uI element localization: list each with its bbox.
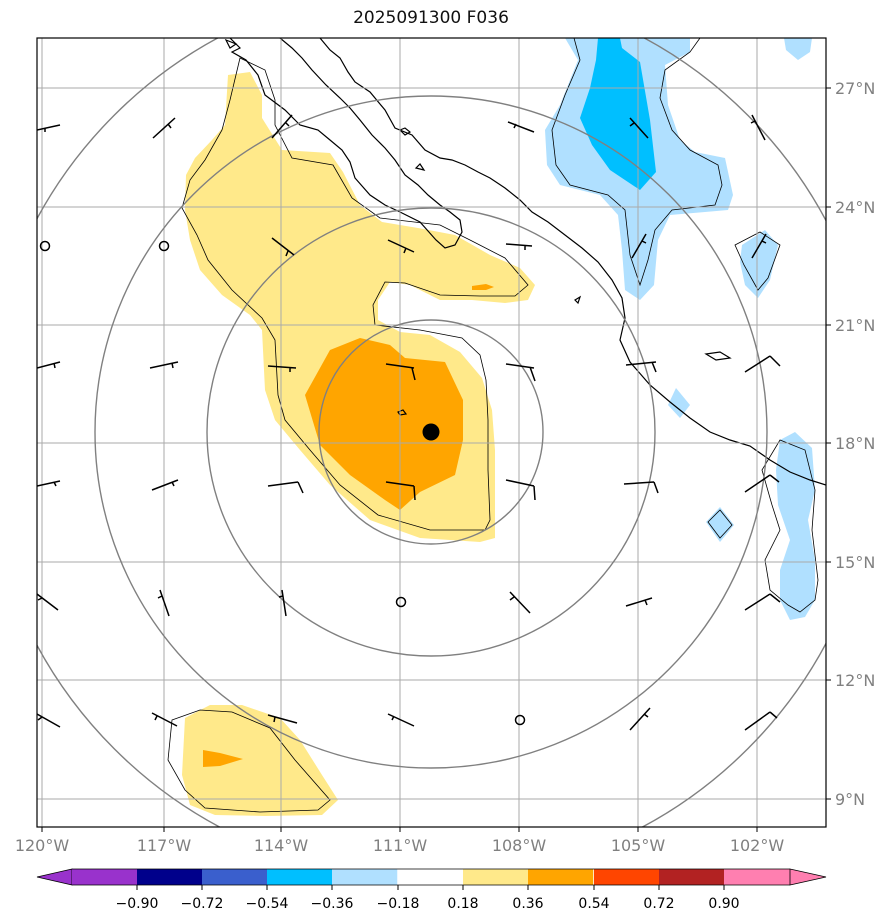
latitude-labels: 27°N 24°N 21°N 18°N 15°N 12°N 9°N	[835, 79, 875, 809]
lon-label: 117°W	[137, 836, 192, 855]
colorbar-extend-low	[36, 868, 73, 886]
colorbar-tick-label: −0.36	[311, 896, 354, 912]
axis-ticks	[41, 87, 831, 832]
colorbar-segment	[724, 869, 790, 885]
colorbar-segment	[72, 869, 138, 885]
lat-label: 15°N	[835, 553, 875, 572]
lon-label: 111°W	[373, 836, 428, 855]
negative-anomaly-fill	[545, 38, 815, 620]
lat-label: 24°N	[835, 198, 875, 217]
range-rings	[37, 38, 826, 827]
lat-label: 12°N	[835, 671, 875, 690]
lon-label: 102°W	[730, 836, 785, 855]
colorbar-tick-label: 0.90	[708, 896, 739, 912]
coastlines	[224, 38, 826, 486]
colorbar-segment	[528, 869, 594, 885]
gridlines	[37, 38, 826, 827]
colorbar-tick-label: −0.18	[377, 896, 420, 912]
colorbar-tick-label: 0.36	[512, 896, 543, 912]
positive-anomaly-fill	[182, 72, 535, 816]
colorbar-tick-label: 0.18	[447, 896, 478, 912]
colorbar-extend-high	[789, 868, 827, 886]
colorbar-segment	[659, 869, 725, 885]
colorbar-tick-label: 0.72	[643, 896, 674, 912]
colorbar-segment	[594, 869, 660, 885]
lon-label: 105°W	[611, 836, 666, 855]
lat-label: 27°N	[835, 79, 875, 98]
map-frame	[36, 37, 827, 828]
colorbar-segment	[267, 869, 333, 885]
contour-lines	[167, 38, 819, 813]
colorbar-segment	[398, 869, 464, 885]
lat-label: 18°N	[835, 434, 875, 453]
colorbar-tick-label: −0.54	[246, 896, 289, 912]
colorbar-tick-labels: −0.90 −0.72 −0.54 −0.36 −0.18 0.18 0.36 …	[116, 896, 740, 912]
colorbar-segment	[137, 869, 203, 885]
colorbar-segment	[463, 869, 529, 885]
colorbar-tick-label: −0.72	[181, 896, 224, 912]
lon-label: 108°W	[492, 836, 547, 855]
storm-center-marker	[422, 423, 440, 441]
colorbar: −0.90 −0.72 −0.54 −0.36 −0.18 0.18 0.36 …	[36, 868, 827, 912]
lon-label: 114°W	[254, 836, 309, 855]
lat-label: 9°N	[835, 790, 865, 809]
lon-label: 120°W	[15, 836, 70, 855]
map-title: 2025091300 F036	[353, 8, 509, 28]
wind-barbs	[37, 114, 781, 731]
colorbar-tick-label: 0.54	[578, 896, 609, 912]
lat-label: 21°N	[835, 316, 875, 335]
colorbar-segment	[202, 869, 268, 885]
colorbar-tick-label: −0.90	[116, 896, 159, 912]
longitude-labels: 120°W 117°W 114°W 111°W 108°W 105°W 102°…	[15, 836, 785, 855]
colorbar-segment	[332, 869, 398, 885]
